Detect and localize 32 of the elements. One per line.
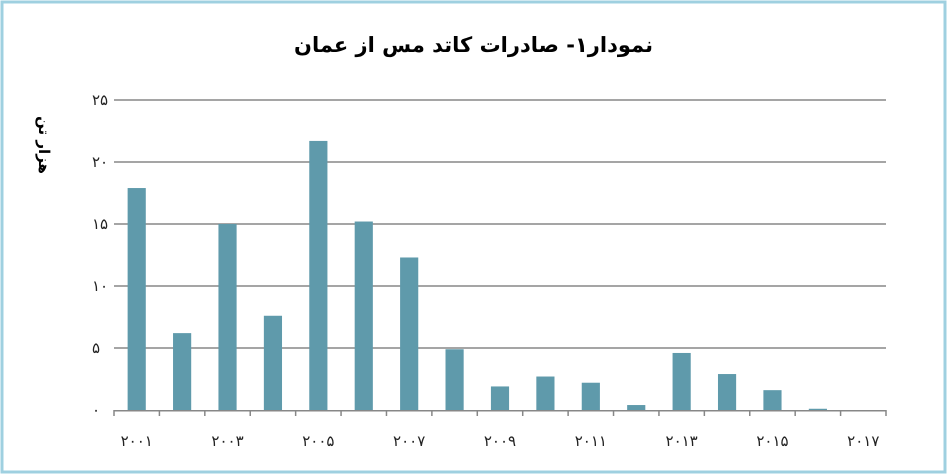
bar xyxy=(128,188,146,410)
x-tick-label: ۲۰۱۷ xyxy=(847,432,880,450)
bar xyxy=(354,222,373,410)
chart-title: نمودار۱- صادرات کاتد مس از عمان xyxy=(294,33,653,58)
bar xyxy=(763,390,782,410)
bar xyxy=(582,382,600,410)
bar xyxy=(218,224,237,410)
bar xyxy=(264,316,282,410)
bar xyxy=(672,352,691,410)
x-tick-label: ۲۰۰۷ xyxy=(393,432,426,450)
x-tick-label: ۲۰۰۵ xyxy=(302,432,334,450)
x-tick-label: ۲۰۱۵ xyxy=(756,432,789,450)
y-tick-label: ۵ xyxy=(92,339,100,357)
bar xyxy=(309,140,328,410)
bar xyxy=(400,257,418,410)
bar xyxy=(173,333,192,410)
y-tick-label: ۱۰ xyxy=(92,277,108,295)
bar xyxy=(718,374,736,410)
y-tick-label: ۲۵ xyxy=(92,91,108,109)
y-axis-title: هزار تن xyxy=(35,116,53,174)
y-tick-label: ۰ xyxy=(92,401,100,419)
x-tick-label: ۲۰۱۱ xyxy=(574,432,607,450)
bar xyxy=(627,405,646,410)
y-tick-label: ۲۰ xyxy=(92,153,108,171)
bar xyxy=(536,376,554,410)
x-tick-label: ۲۰۰۱ xyxy=(120,432,153,450)
x-tick-label: ۲۰۰۳ xyxy=(211,432,244,450)
x-tick-label: ۲۰۰۹ xyxy=(484,432,516,450)
x-tick-label: ۲۰۱۳ xyxy=(666,432,698,450)
bar xyxy=(490,386,510,410)
bar xyxy=(446,349,464,410)
y-tick-label: ۱۵ xyxy=(92,215,108,233)
